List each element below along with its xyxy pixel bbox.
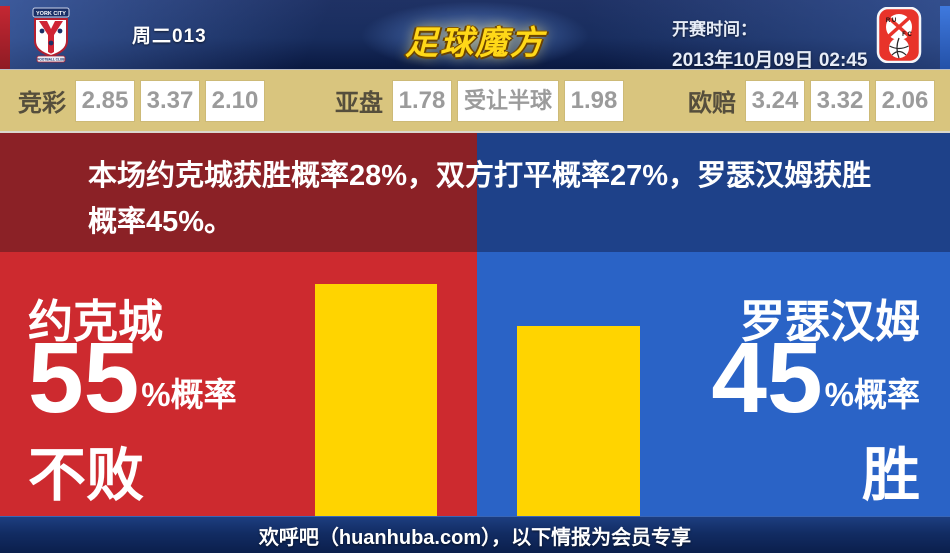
odds-bar: 竞彩 2.85 3.37 2.10 亚盘 1.78 受让半球 1.98 欧赔 3…	[0, 69, 950, 133]
odds-handicap-box: 受让半球	[458, 80, 558, 121]
rotherham-crest-letters-top: R U	[886, 18, 896, 24]
home-outcome-label: 不败	[28, 443, 145, 508]
kickoff-label: 开赛时间：	[672, 20, 757, 39]
probability-summary-band: 本场约克城获胜概率28%，双方打平概率27%，罗瑟汉姆获胜概率45%。	[0, 133, 950, 252]
match-code: 周二013	[132, 26, 207, 47]
away-team-name: 罗瑟汉姆	[739, 296, 920, 347]
away-percent-row: 45 %概率	[711, 322, 920, 434]
prediction-panels: 约克城 55 %概率 不败 罗瑟汉姆 45 %概率 胜	[0, 252, 950, 516]
odds-label-oupei: 欧赔	[688, 90, 736, 117]
york-crest-banner-text: YORK CITY	[36, 11, 66, 17]
odds-value-box: 1.78	[393, 80, 451, 121]
rotherham-crest-letters-bottom: F C	[902, 32, 912, 38]
york-city-crest-icon: YORK CITY FOOTBALL CLUB	[32, 7, 70, 63]
site-logo[interactable]: 足球魔方	[360, 1, 590, 71]
home-percent-value: 55	[28, 322, 140, 434]
footer-promo-link[interactable]: 欢呼吧（huanhuba.com），以下情报为会员专享	[258, 526, 692, 549]
odds-value-box: 3.24	[746, 80, 804, 121]
header: YORK CITY FOOTBALL CLUB 周二013 足球魔方 开赛时间：…	[0, 0, 950, 72]
odds-group-jingcai: 竞彩 2.85 3.37 2.10	[18, 70, 264, 131]
home-percent-row: 55 %概率	[28, 322, 237, 434]
right-edge-accent	[940, 6, 950, 69]
home-probability-bar	[315, 284, 437, 516]
odds-value-box: 2.06	[876, 80, 934, 121]
probability-summary-text: 本场约克城获胜概率28%，双方打平概率27%，罗瑟汉姆获胜概率45%。	[88, 160, 872, 238]
odds-group-oupei: 欧赔 3.24 3.32 2.06	[688, 70, 934, 131]
home-team-name: 约克城	[28, 296, 164, 347]
away-percent-value: 45	[711, 322, 823, 434]
rotherham-crest-icon: R U F C	[876, 7, 922, 63]
odds-group-yapan: 亚盘 1.78 受让半球 1.98	[335, 70, 623, 131]
away-percent-suffix: %概率	[824, 376, 920, 413]
kickoff-time: 2013年10月09日 02:45	[672, 50, 868, 71]
away-outcome-label: 胜	[861, 443, 920, 508]
summary-red-background	[0, 133, 477, 252]
logo-glow	[360, 1, 590, 71]
home-percent-suffix: %概率	[141, 376, 237, 413]
odds-label-yapan: 亚盘	[335, 90, 383, 117]
odds-value-box: 2.85	[76, 80, 134, 121]
away-probability-bar	[517, 326, 640, 516]
odds-value-box: 3.32	[811, 80, 869, 121]
kickoff-time-block: 开赛时间： 2013年10月09日 02:45	[672, 15, 867, 72]
york-crest-bottom-text: FOOTBALL CLUB	[37, 58, 65, 62]
odds-value-box: 1.98	[565, 80, 623, 121]
odds-value-box: 2.10	[206, 80, 264, 121]
footer-bar: 欢呼吧（huanhuba.com），以下情报为会员专享	[0, 516, 950, 553]
left-edge-accent	[0, 6, 10, 69]
site-logo-text: 足球魔方	[405, 24, 545, 61]
summary-blue-background	[477, 133, 950, 252]
odds-value-box: 3.37	[141, 80, 199, 121]
odds-label-jingcai: 竞彩	[18, 90, 66, 117]
